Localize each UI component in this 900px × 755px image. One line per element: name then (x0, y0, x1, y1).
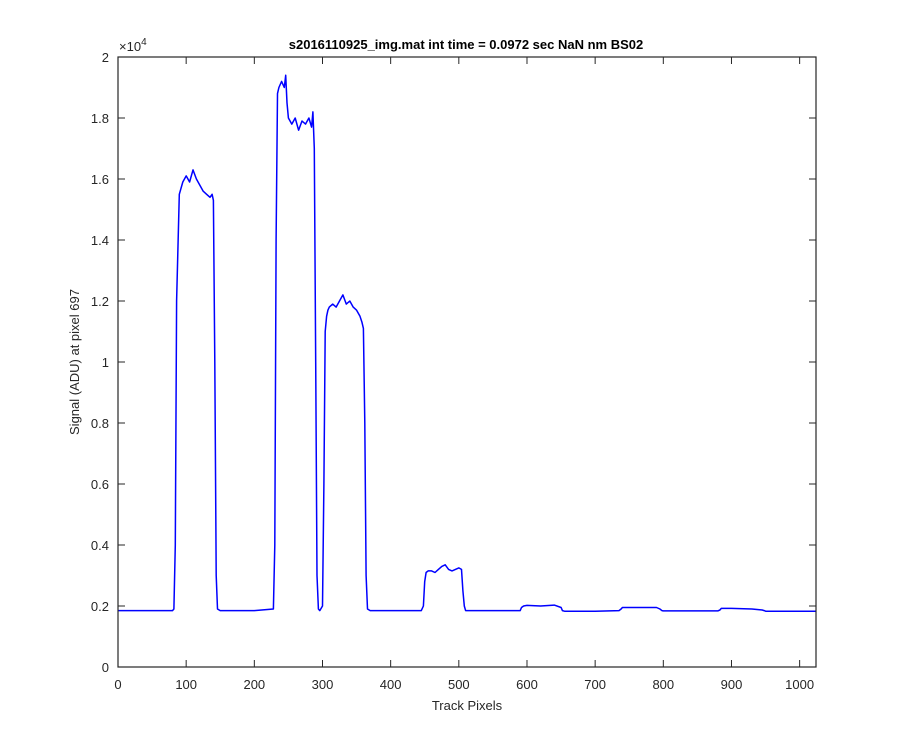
y-tick-label: 0.2 (91, 599, 109, 614)
y-tick-label: 0 (102, 660, 109, 675)
y-exponent-base: ×10 (119, 39, 141, 54)
x-tick-label: 300 (312, 677, 334, 692)
x-tick-label: 500 (448, 677, 470, 692)
x-tick-label: 600 (516, 677, 538, 692)
y-tick-label: 1.2 (91, 294, 109, 309)
svg-text:×104: ×104 (119, 37, 147, 54)
x-tick-label: 200 (243, 677, 265, 692)
y-axis-exponent: ×104 (119, 37, 147, 54)
x-tick-label: 900 (721, 677, 743, 692)
x-tick-label: 1000 (785, 677, 814, 692)
x-tick-label: 400 (380, 677, 402, 692)
y-tick-label: 1.6 (91, 172, 109, 187)
x-tick-label: 100 (175, 677, 197, 692)
chart-title: s2016110925_img.mat int time = 0.0972 se… (289, 37, 643, 52)
y-axis-label: Signal (ADU) at pixel 697 (67, 289, 82, 435)
x-tick-labels: 0 100 200 300 400 500 600 700 800 900 1000 (114, 677, 814, 692)
y-tick-label: 1 (102, 355, 109, 370)
series-line-0 (118, 74, 816, 612)
y-tick-label: 0.6 (91, 477, 109, 492)
plot-area (118, 74, 816, 612)
x-tick-label: 700 (584, 677, 606, 692)
y-tick-label: 1.4 (91, 233, 109, 248)
y-tick-label: 2 (102, 50, 109, 65)
y-tick-label: 1.8 (91, 111, 109, 126)
y-tick-label: 0.8 (91, 416, 109, 431)
x-tick-label: 0 (114, 677, 121, 692)
x-tick-label: 800 (652, 677, 674, 692)
axes-box (117, 56, 817, 668)
x-axis-label: Track Pixels (432, 698, 503, 713)
y-exponent-power: 4 (141, 37, 147, 48)
axis-ticks (117, 56, 816, 668)
y-tick-label: 0.4 (91, 538, 109, 553)
y-tick-labels: 0 0.2 0.4 0.6 0.8 1 1.2 1.4 1.6 1.8 2 (91, 50, 109, 675)
